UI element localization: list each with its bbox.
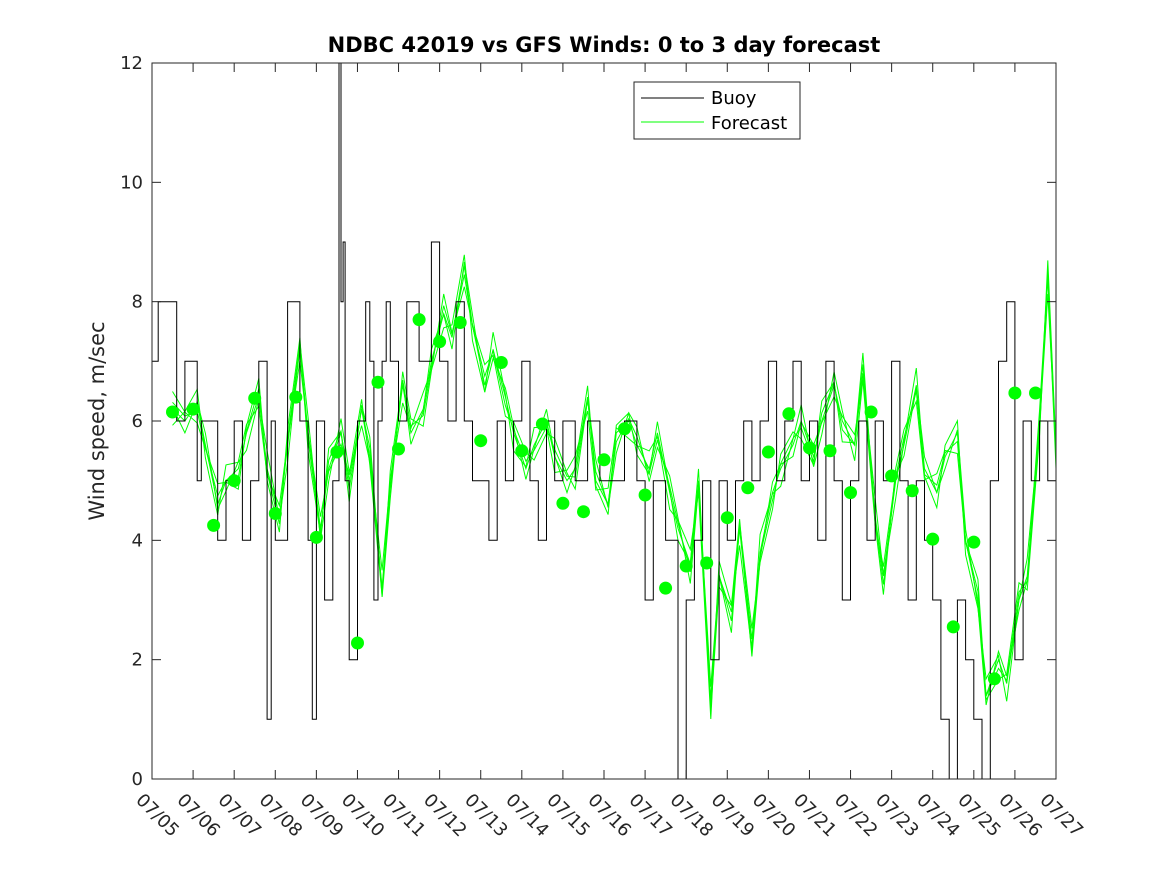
- legend-forecast-label: Forecast: [711, 113, 787, 134]
- x-tick-label: 07/07: [214, 790, 266, 842]
- buoy-line: [152, 62, 1057, 780]
- forecast-marker: [782, 407, 796, 421]
- x-tick-label: 07/18: [666, 790, 718, 842]
- x-tick-label: 07/19: [707, 790, 759, 842]
- plot-area: [152, 62, 1057, 780]
- x-tick-label: 07/11: [378, 790, 430, 842]
- y-tick-label: 10: [120, 172, 143, 193]
- forecast-marker: [433, 335, 447, 349]
- forecast-marker: [700, 556, 714, 570]
- x-tick-label: 07/25: [953, 790, 1005, 842]
- y-tick-label: 8: [132, 292, 143, 313]
- x-tick-label: 07/14: [501, 790, 553, 842]
- forecast-marker: [618, 422, 631, 436]
- forecast-line: [172, 261, 1057, 711]
- forecast-marker: [453, 316, 467, 329]
- forecast-marker: [556, 496, 570, 510]
- forecast-marker: [987, 672, 1001, 686]
- forecast-marker: [741, 481, 755, 495]
- x-tick-label: 07/26: [994, 790, 1046, 842]
- x-tick-label: 07/21: [789, 790, 841, 842]
- forecast-marker: [412, 313, 426, 327]
- forecast-marker: [371, 375, 385, 389]
- y-axis-label: Wind speed, m/sec: [85, 321, 109, 520]
- forecast-marker: [227, 474, 241, 488]
- y-tick-label: 4: [132, 530, 143, 551]
- y-tick-label: 0: [132, 769, 143, 790]
- x-tick-label: 07/13: [460, 790, 512, 842]
- forecast-marker: [268, 507, 282, 520]
- x-tick-label: 07/12: [419, 790, 471, 842]
- forecast-marker: [186, 402, 200, 416]
- x-tick-label: 07/27: [1035, 790, 1087, 842]
- x-tick-label: 07/16: [583, 790, 635, 842]
- forecast-marker: [823, 444, 837, 458]
- legend-buoy-label: Buoy: [711, 88, 757, 109]
- forecast-line: [172, 260, 1057, 702]
- x-tick-label: 07/08: [255, 790, 307, 842]
- forecast-marker: [905, 484, 919, 498]
- forecast-marker: [761, 445, 775, 459]
- x-tick-label: 07/20: [748, 790, 800, 842]
- forecast-marker: [885, 469, 899, 483]
- forecast-marker: [474, 434, 488, 448]
- x-tick-label: 07/24: [912, 790, 964, 842]
- forecast-marker: [494, 356, 508, 369]
- y-tick-label: 2: [132, 650, 143, 671]
- forecast-marker: [864, 405, 878, 419]
- x-tick-label: 07/09: [296, 790, 348, 842]
- forecast-marker: [679, 559, 693, 573]
- x-tick-label: 07/22: [830, 790, 882, 842]
- forecast-marker: [720, 511, 734, 525]
- x-tick-label: 07/06: [173, 790, 225, 842]
- forecast-marker: [926, 532, 940, 546]
- x-tick-label: 07/05: [131, 790, 183, 842]
- legend-box: [633, 81, 801, 140]
- forecast-marker: [289, 390, 303, 404]
- forecast-marker: [351, 636, 364, 650]
- legend: Buoy Forecast: [633, 81, 801, 140]
- forecast-marker: [844, 486, 857, 500]
- forecast-line: [172, 265, 1057, 708]
- forecast-marker: [638, 488, 652, 502]
- forecast-line: [172, 271, 1057, 699]
- chart-title: NDBC 42019 vs GFS Winds: 0 to 3 day fore…: [328, 33, 881, 57]
- forecast-marker: [597, 453, 611, 467]
- forecast-marker: [946, 620, 960, 634]
- x-axis: 07/0507/0607/0707/0807/0907/1007/1107/12…: [131, 63, 1087, 841]
- x-tick-label: 07/10: [337, 790, 389, 842]
- forecast-marker: [330, 445, 344, 459]
- forecast-marker: [967, 535, 981, 549]
- forecast-marker: [515, 444, 529, 458]
- y-axis: 0 2 4 6 8 10 12: [120, 53, 1056, 790]
- y-tick-label: 6: [132, 411, 143, 432]
- forecast-marker: [535, 417, 549, 431]
- forecast-marker: [166, 405, 179, 419]
- forecast-marker: [1029, 386, 1042, 400]
- y-tick-label: 12: [120, 53, 143, 74]
- forecast-marker: [248, 391, 262, 405]
- forecast-marker: [577, 505, 590, 519]
- forecast-line: [172, 254, 1057, 720]
- forecast-marker: [659, 581, 673, 595]
- forecast-marker: [1008, 386, 1022, 400]
- x-tick-label: 07/15: [542, 790, 594, 842]
- forecast-marker: [803, 441, 816, 455]
- forecast-marker: [207, 518, 221, 532]
- x-tick-label: 07/23: [871, 790, 923, 842]
- forecast-marker: [392, 442, 405, 456]
- forecast-marker: [309, 530, 323, 544]
- x-tick-label: 07/17: [625, 790, 677, 842]
